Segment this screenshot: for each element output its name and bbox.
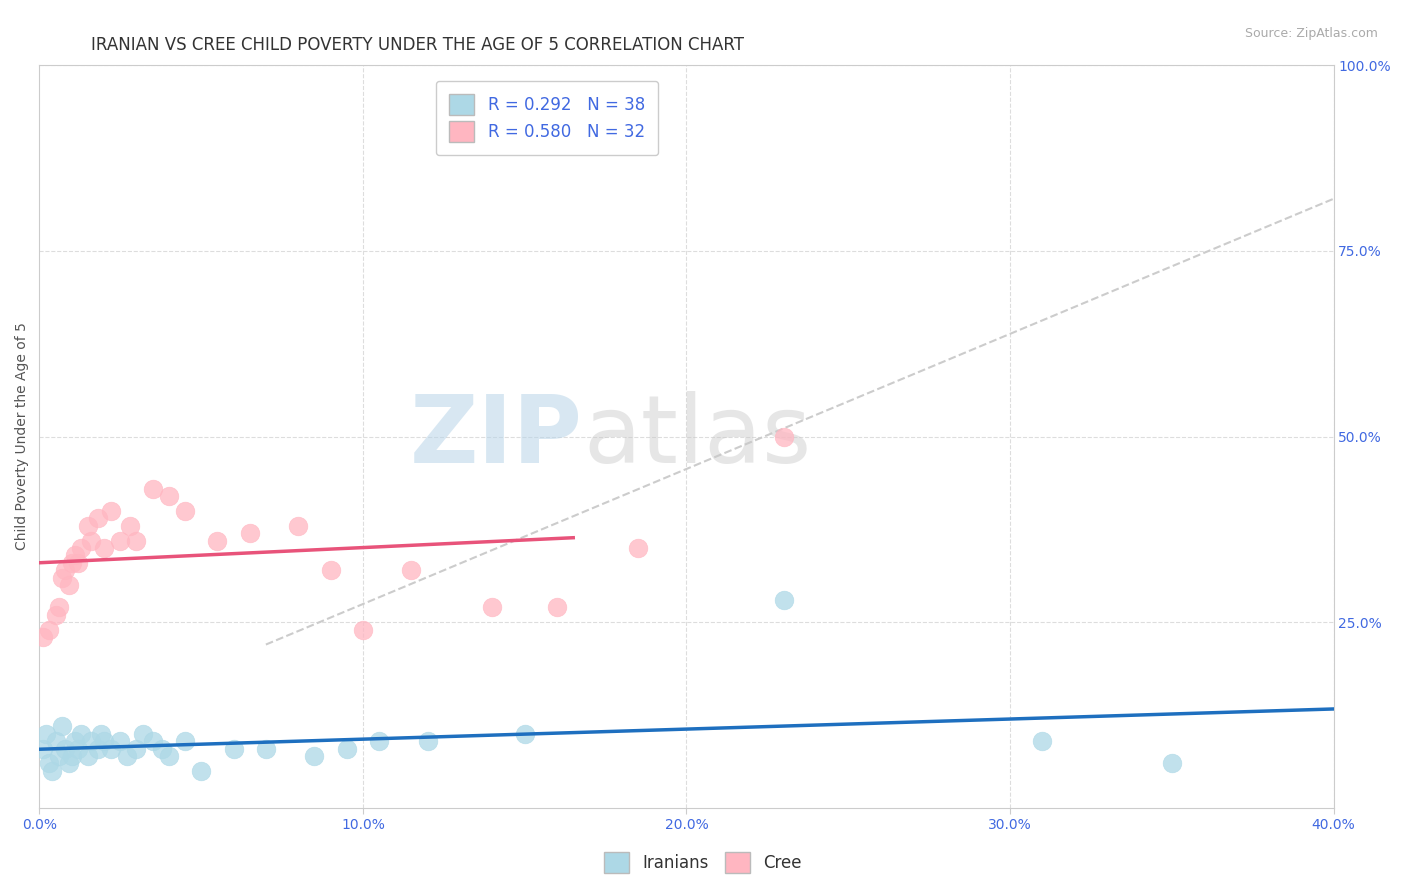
Text: IRANIAN VS CREE CHILD POVERTY UNDER THE AGE OF 5 CORRELATION CHART: IRANIAN VS CREE CHILD POVERTY UNDER THE … <box>91 36 744 54</box>
Point <box>142 734 165 748</box>
Point <box>48 600 70 615</box>
Legend: R = 0.292   N = 38, R = 0.580   N = 32: R = 0.292 N = 38, R = 0.580 N = 32 <box>436 81 658 155</box>
Point <box>239 526 262 541</box>
Point <box>77 749 100 764</box>
Point <box>627 541 650 555</box>
Point <box>174 504 197 518</box>
Point <box>93 734 115 748</box>
Point <box>80 734 103 748</box>
Point <box>772 429 794 443</box>
Point <box>48 749 70 764</box>
Point <box>416 734 439 748</box>
Point <box>86 511 108 525</box>
Point <box>157 489 180 503</box>
Y-axis label: Child Poverty Under the Age of 5: Child Poverty Under the Age of 5 <box>15 323 30 550</box>
Point <box>336 741 359 756</box>
Point <box>80 533 103 548</box>
Point <box>63 549 86 563</box>
Point <box>125 741 148 756</box>
Point <box>110 734 132 748</box>
Point <box>1031 734 1053 748</box>
Point <box>174 734 197 748</box>
Point <box>45 607 67 622</box>
Point <box>38 623 60 637</box>
Point <box>115 749 138 764</box>
Point <box>70 727 93 741</box>
Text: Source: ZipAtlas.com: Source: ZipAtlas.com <box>1244 27 1378 40</box>
Point <box>90 727 112 741</box>
Point <box>1160 756 1182 771</box>
Point <box>93 541 115 555</box>
Point <box>513 727 536 741</box>
Point <box>222 741 245 756</box>
Point <box>77 518 100 533</box>
Point <box>546 600 568 615</box>
Point <box>142 482 165 496</box>
Point <box>254 741 277 756</box>
Point <box>132 727 155 741</box>
Point <box>481 600 503 615</box>
Point <box>150 741 173 756</box>
Point <box>45 734 67 748</box>
Point <box>67 556 90 570</box>
Point <box>58 578 80 592</box>
Point <box>368 734 391 748</box>
Point <box>304 749 326 764</box>
Point <box>60 556 83 570</box>
Point <box>401 563 423 577</box>
Legend: Iranians, Cree: Iranians, Cree <box>598 846 808 880</box>
Point <box>352 623 374 637</box>
Point <box>100 741 122 756</box>
Point <box>60 749 83 764</box>
Point <box>157 749 180 764</box>
Point <box>70 541 93 555</box>
Point <box>38 756 60 771</box>
Point <box>110 533 132 548</box>
Point <box>118 518 141 533</box>
Point <box>67 741 90 756</box>
Text: atlas: atlas <box>583 391 811 483</box>
Point <box>53 563 76 577</box>
Point <box>100 504 122 518</box>
Point <box>287 518 309 533</box>
Point <box>319 563 342 577</box>
Point <box>63 734 86 748</box>
Point <box>86 741 108 756</box>
Point <box>190 764 212 778</box>
Point <box>51 719 73 733</box>
Point <box>58 756 80 771</box>
Point <box>35 727 58 741</box>
Point <box>125 533 148 548</box>
Point <box>31 630 53 644</box>
Point <box>53 741 76 756</box>
Point <box>41 764 63 778</box>
Point <box>31 741 53 756</box>
Point <box>207 533 229 548</box>
Point <box>51 571 73 585</box>
Text: ZIP: ZIP <box>411 391 583 483</box>
Point <box>772 593 794 607</box>
